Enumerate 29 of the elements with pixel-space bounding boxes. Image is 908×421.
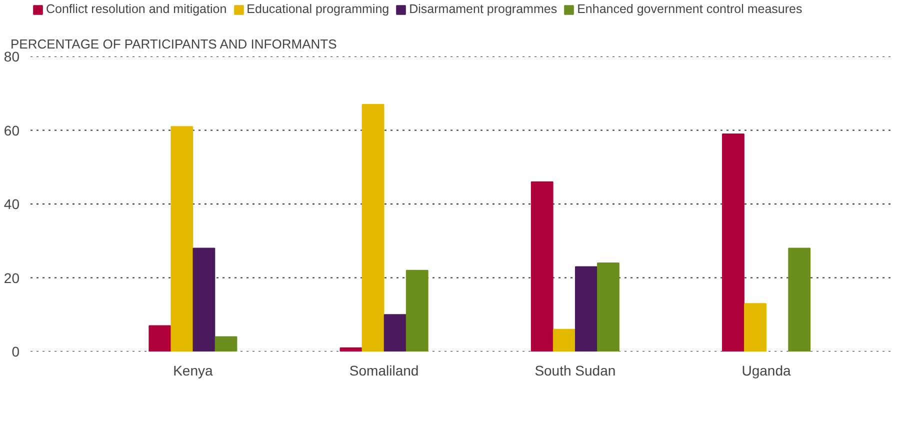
x-tick-label: South Sudan: [534, 362, 616, 378]
x-tick-label: Somaliland: [349, 362, 419, 378]
legend-label: Educational programming: [246, 2, 390, 16]
bar: [788, 248, 811, 352]
y-tick-label: 40: [4, 196, 20, 212]
bar: [597, 262, 620, 352]
bar: [214, 336, 238, 352]
bar: [170, 126, 194, 352]
legend-label: Disarmament programmes: [409, 2, 558, 16]
bar: [574, 266, 598, 352]
legend-label: Enhanced government control measures: [577, 2, 802, 16]
bar: [552, 328, 576, 352]
y-tick-label: 60: [4, 122, 20, 138]
y-axis-title: PERCENTAGE OF PARTICIPANTS AND INFORMANTS: [10, 36, 338, 52]
bar: [362, 104, 384, 352]
x-tick-label: Kenya: [173, 362, 214, 378]
x-tick-label: Uganda: [742, 362, 792, 378]
bar: [722, 133, 744, 352]
y-tick-label: 20: [4, 270, 20, 286]
bar: [192, 248, 216, 352]
bar: [530, 181, 554, 352]
y-tick-label: 80: [4, 48, 20, 64]
bar: [340, 347, 362, 352]
bar: [744, 303, 766, 352]
bar: [406, 270, 428, 352]
bar: [384, 314, 406, 352]
y-tick-label: 0: [12, 344, 20, 360]
bar: [148, 325, 172, 352]
legend-label: Conflict resolution and mitigation: [46, 2, 227, 16]
